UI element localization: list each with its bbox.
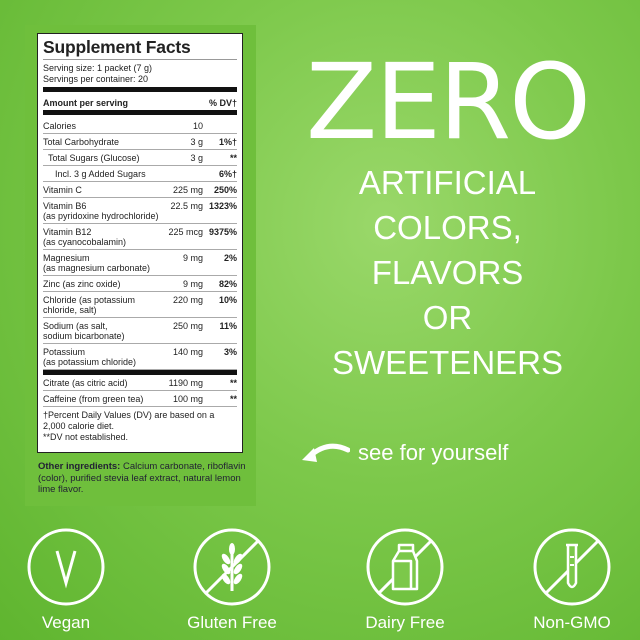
badge-gluten-free: Gluten Free: [172, 527, 292, 633]
facts-row: Total Carbohydrate 3 g 1%†: [43, 134, 237, 150]
divider: [43, 87, 237, 92]
headline-line: ARTIFICIAL: [358, 164, 537, 201]
servings-per-container: Servings per container: 20: [43, 73, 149, 84]
divider: [43, 110, 237, 115]
facts-row: Vitamin B12 (as cyanocobalamin) 225 mcg 937…: [43, 224, 237, 250]
facts-row: Citrate (as citric acid) 1190 mg **: [43, 375, 237, 391]
footnote-not-established: **DV not established.: [43, 432, 129, 442]
facts-row: Vitamin B6 (as pyridoxine hydrochloride) 2…: [43, 198, 237, 224]
facts-header: Amount per serving% DV†: [43, 97, 237, 108]
facts-row: Sodium (as salt, sodium bicarbonate) 250 m…: [43, 318, 237, 344]
facts-row: Zinc (as zinc oxide) 9 mg 82%: [43, 276, 237, 292]
no-test-tube-icon: [533, 528, 611, 606]
facts-row: Caffeine (from green tea) 100 mg **: [43, 391, 237, 407]
headline-line: OR: [422, 299, 473, 336]
headline-zero: ZERO: [305, 41, 591, 163]
no-milk-carton-icon: [366, 528, 444, 606]
facts-row: Chloride (as potassium chloride, salt) 220…: [43, 292, 237, 318]
see-for-yourself: see for yourself: [298, 438, 508, 468]
other-ingredients: Other ingredients: Calcium carbonate, ri…: [38, 461, 246, 495]
footnote-dv: †Percent Daily Values (DV) are based on …: [43, 410, 215, 431]
badge-vegan: Vegan: [6, 527, 126, 633]
curved-arrow-icon: [302, 443, 350, 462]
facts-row: Incl. 3 g Added Sugars 6%†: [43, 166, 237, 182]
badge-non-gmo: Non-GMO: [512, 527, 632, 633]
facts-title: Supplement Facts: [43, 37, 237, 60]
divider: [43, 370, 237, 375]
facts-row: Potassium (as potassium chloride) 140 mg 3%: [43, 344, 237, 370]
headline-line: SWEETENERS: [331, 344, 564, 381]
facts-row: Magnesium (as magnesium carbonate) 9 mg 2%: [43, 250, 237, 276]
supplement-facts-label: Supplement Facts Serving size: 1 packet …: [37, 33, 243, 453]
serving-size: Serving size: 1 packet (7 g): [43, 63, 153, 73]
badge-dairy-free: Dairy Free: [345, 527, 465, 633]
facts-row: Calories 10: [43, 118, 237, 134]
facts-row: Total Sugars (Glucose) 3 g **: [43, 150, 237, 166]
headline-line: FLAVORS: [371, 254, 524, 291]
vegan-v-icon: [27, 528, 105, 606]
headline: ZERO ARTIFICIAL COLORS, FLAVORS OR SWEETENER…: [255, 50, 640, 385]
facts-row: Vitamin C 225 mg 250%: [43, 182, 237, 198]
no-wheat-icon: [193, 528, 271, 606]
headline-line: COLORS,: [373, 209, 522, 246]
